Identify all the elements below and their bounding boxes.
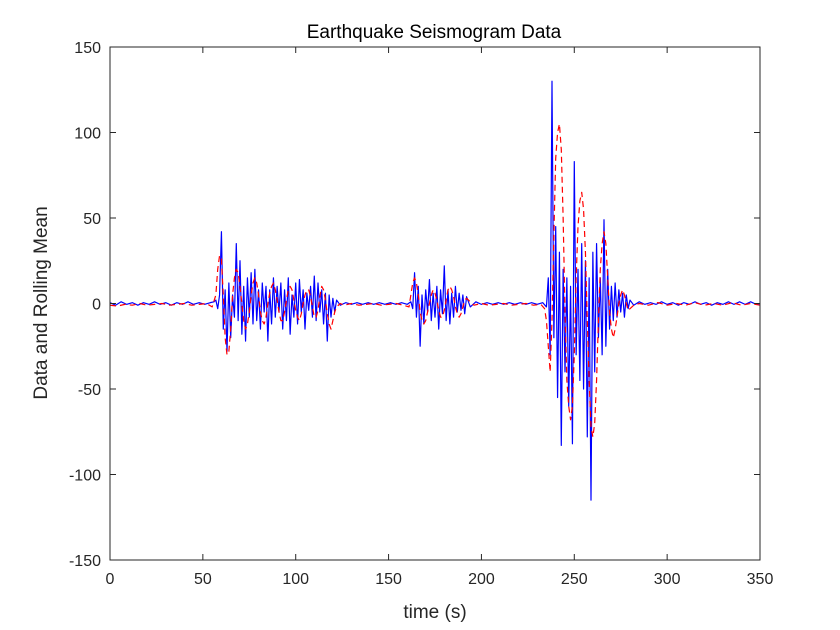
- rolling-mean-line: [110, 123, 760, 438]
- x-tick-label: 50: [194, 571, 212, 588]
- x-axis-label: time (s): [403, 602, 466, 623]
- y-tick-label: -100: [69, 468, 101, 485]
- x-tick-label: 350: [747, 571, 774, 588]
- plot-frame: [109, 46, 761, 561]
- y-tick-label: -150: [69, 553, 101, 570]
- x-axis: 0 50 100 150 200 250 300 350: [106, 47, 774, 588]
- x-tick-label: 300: [654, 571, 681, 588]
- x-tick-label: 0: [106, 571, 115, 588]
- x-tick-label: 250: [561, 571, 588, 588]
- y-axis: -150 -100 -50 0 50 100 150: [69, 40, 760, 570]
- y-tick-label: 150: [74, 40, 101, 57]
- y-axis-label: Data and Rolling Mean: [31, 206, 52, 399]
- chart-title: Earthquake Seismogram Data: [307, 22, 562, 43]
- x-tick-label: 100: [282, 571, 309, 588]
- y-tick-label: 0: [92, 297, 101, 314]
- y-tick-label: 50: [83, 211, 101, 228]
- y-tick-label: 100: [74, 126, 101, 143]
- x-tick-label: 150: [375, 571, 402, 588]
- series-layer: [110, 80, 760, 501]
- data-line: [110, 80, 760, 501]
- x-tick-label: 200: [468, 571, 495, 588]
- y-tick-label: -50: [78, 382, 101, 399]
